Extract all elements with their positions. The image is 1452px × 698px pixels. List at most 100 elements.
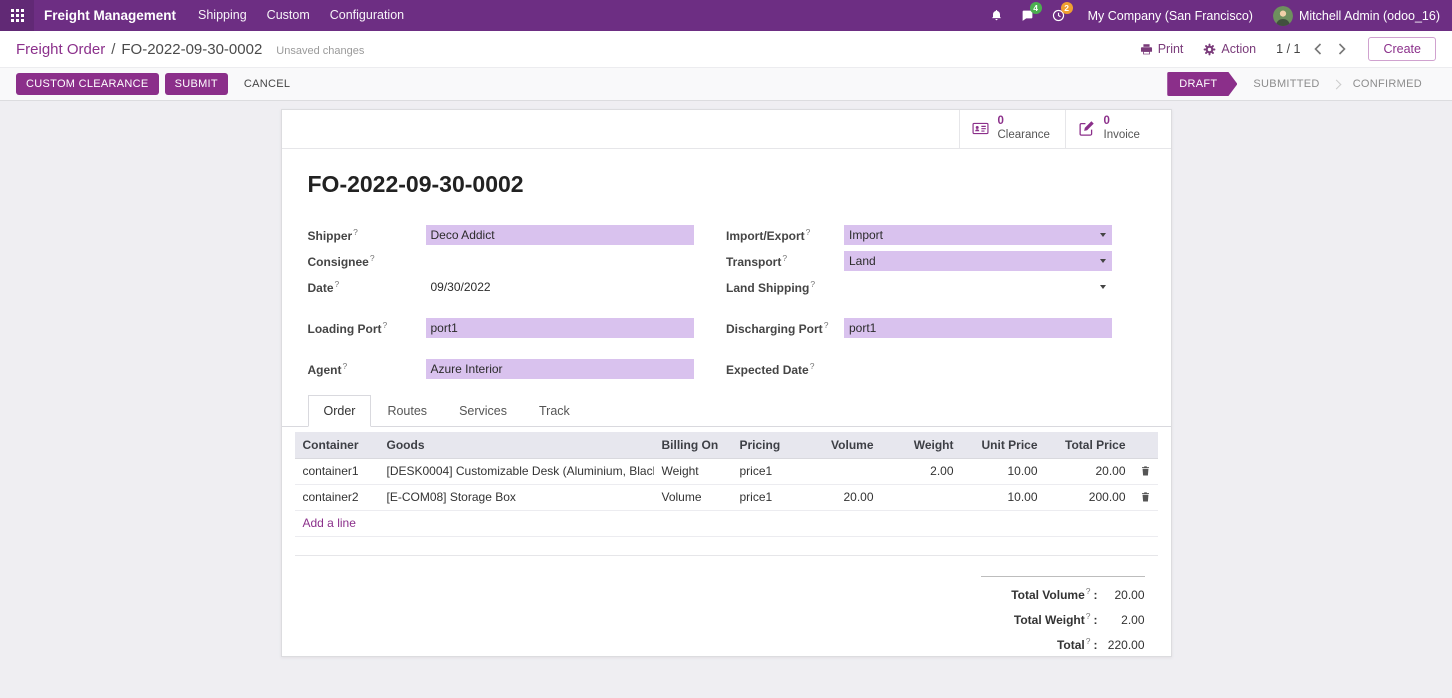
user-avatar	[1272, 5, 1293, 26]
order-lines-table: Container Goods Billing On Pricing Volum…	[294, 431, 1158, 537]
submit-button[interactable]: SUBMIT	[164, 73, 228, 95]
chat-icon	[1021, 9, 1034, 22]
tab-order[interactable]: Order	[307, 394, 372, 427]
help-marker: ?	[809, 360, 815, 371]
print-button[interactable]: Print	[1140, 42, 1183, 56]
cell-goods[interactable]: [DESK0004] Customizable Desk (Aluminium,…	[378, 458, 654, 485]
help-marker: ?	[805, 226, 811, 237]
help-marker: ?	[353, 226, 358, 237]
cell-pricing[interactable]: price1	[731, 484, 814, 511]
help-marker: ?	[782, 252, 788, 263]
tab-track[interactable]: Track	[539, 403, 570, 418]
cell-unit-price[interactable]: 10.00	[961, 484, 1046, 511]
status-submitted[interactable]: SUBMITTED	[1253, 78, 1320, 90]
col-header-total-price[interactable]: Total Price	[1045, 431, 1134, 459]
help-marker: ?	[382, 319, 388, 330]
consignee-field[interactable]	[426, 251, 694, 271]
cell-volume[interactable]: 20.00	[813, 484, 882, 511]
date-label: Date?	[307, 278, 340, 295]
menu-configuration[interactable]: Configuration	[329, 8, 405, 22]
status-confirmed[interactable]: CONFIRMED	[1352, 78, 1422, 90]
cell-billing-on[interactable]: Volume	[653, 484, 732, 511]
cell-weight[interactable]	[881, 484, 962, 511]
action-button[interactable]: Action	[1203, 42, 1256, 56]
dropdown-caret-icon	[1100, 258, 1106, 263]
col-header-container[interactable]: Container	[294, 431, 379, 459]
activities-button[interactable]: 2	[1045, 0, 1073, 31]
cell-billing-on[interactable]: Weight	[653, 458, 732, 485]
total-volume-row: Total Volume? : 20.00	[1011, 585, 1145, 602]
col-header-goods[interactable]: Goods	[378, 431, 654, 459]
pager-previous-button[interactable]	[1312, 41, 1324, 57]
col-header-weight[interactable]: Weight	[881, 431, 962, 459]
content-area: 0 Clearance 0 Invoice FO-2022-09-30-0002…	[0, 101, 1452, 657]
pager-value: 1 / 1	[1276, 42, 1301, 56]
col-header-volume[interactable]: Volume	[813, 431, 882, 459]
col-header-billing-on[interactable]: Billing On	[653, 431, 732, 459]
menu-custom[interactable]: Custom	[266, 8, 310, 22]
messages-button[interactable]: 4	[1014, 0, 1042, 31]
cell-unit-price[interactable]: 10.00	[961, 458, 1046, 485]
help-marker: ?	[810, 278, 816, 289]
tab-services[interactable]: Services	[459, 403, 507, 418]
tab-routes[interactable]: Routes	[387, 403, 428, 418]
notebook-tabs: Order Routes Services Track	[281, 394, 1171, 427]
total-volume-value: 20.00	[1114, 587, 1145, 602]
col-header-unit-price[interactable]: Unit Price	[961, 431, 1046, 459]
app-title[interactable]: Freight Management	[44, 8, 177, 23]
land-shipping-label: Land Shipping?	[726, 278, 816, 295]
invoice-label: Invoice	[1103, 128, 1140, 141]
cell-goods[interactable]: [E-COM08] Storage Box	[378, 484, 654, 511]
form-sheet: 0 Clearance 0 Invoice FO-2022-09-30-0002…	[280, 109, 1172, 657]
import-export-select[interactable]: Import	[844, 224, 1112, 245]
breadcrumb-current: FO-2022-09-30-0002	[121, 40, 263, 58]
order-lines-section: Container Goods Billing On Pricing Volum…	[294, 431, 1158, 556]
apps-menu-button[interactable]	[0, 0, 34, 31]
record-title: FO-2022-09-30-0002	[307, 170, 524, 197]
land-shipping-select[interactable]	[844, 277, 1112, 297]
trash-icon[interactable]	[1136, 491, 1156, 503]
breadcrumb-parent-link[interactable]: Freight Order	[16, 40, 106, 58]
total-weight-label: Total Weight	[1013, 612, 1085, 627]
transport-select[interactable]: Land	[844, 250, 1112, 271]
create-button[interactable]: Create	[1368, 37, 1436, 61]
pager-next-button[interactable]	[1336, 41, 1348, 57]
cell-volume[interactable]	[813, 458, 882, 485]
dropdown-caret-icon	[1100, 232, 1106, 237]
add-a-line-link[interactable]: Add a line	[302, 516, 356, 531]
cell-weight[interactable]: 2.00	[881, 458, 962, 485]
cell-total-price[interactable]: 200.00	[1045, 484, 1134, 511]
clock-icon	[1052, 9, 1065, 22]
action-label: Action	[1221, 42, 1257, 56]
cancel-button[interactable]: CANCEL	[234, 73, 300, 95]
menu-shipping[interactable]: Shipping	[198, 8, 247, 22]
invoice-stat-button[interactable]: 0 Invoice	[1064, 110, 1171, 148]
expected-date-field[interactable]	[844, 359, 1112, 379]
cell-pricing[interactable]: price1	[731, 458, 814, 485]
unsaved-changes-note: Unsaved changes	[276, 44, 365, 57]
agent-field[interactable]: Azure Interior	[425, 358, 694, 379]
bell-icon	[990, 9, 1003, 22]
help-marker: ?	[1085, 635, 1091, 646]
clearance-stat-button[interactable]: 0 Clearance	[958, 110, 1065, 148]
shipper-field[interactable]: Deco Addict	[425, 224, 694, 245]
custom-clearance-button[interactable]: CUSTOM CLEARANCE	[16, 73, 159, 95]
col-header-pricing[interactable]: Pricing	[731, 431, 814, 459]
cell-total-price[interactable]: 20.00	[1045, 458, 1134, 485]
breadcrumb-separator: /	[111, 40, 116, 58]
cell-container[interactable]: container1	[294, 458, 379, 485]
chevron-left-icon	[1314, 43, 1322, 55]
user-menu[interactable]: Mitchell Admin (odoo_16)	[1269, 5, 1440, 26]
company-switcher[interactable]: My Company (San Francisco)	[1087, 8, 1253, 23]
cell-container[interactable]: container2	[294, 484, 379, 511]
loading-port-field[interactable]: port1	[425, 317, 694, 338]
breadcrumb: Freight Order / FO-2022-09-30-0002 Unsav…	[16, 41, 364, 58]
trash-icon[interactable]	[1136, 465, 1156, 477]
notifications-button[interactable]	[983, 0, 1010, 31]
discharging-port-field[interactable]: port1	[844, 317, 1112, 338]
edit-icon	[1078, 120, 1095, 137]
date-field[interactable]: 09/30/2022	[430, 279, 491, 294]
status-draft[interactable]: DRAFT	[1167, 72, 1237, 96]
consignee-label: Consignee?	[307, 252, 375, 269]
activities-badge: 2	[1060, 2, 1073, 14]
